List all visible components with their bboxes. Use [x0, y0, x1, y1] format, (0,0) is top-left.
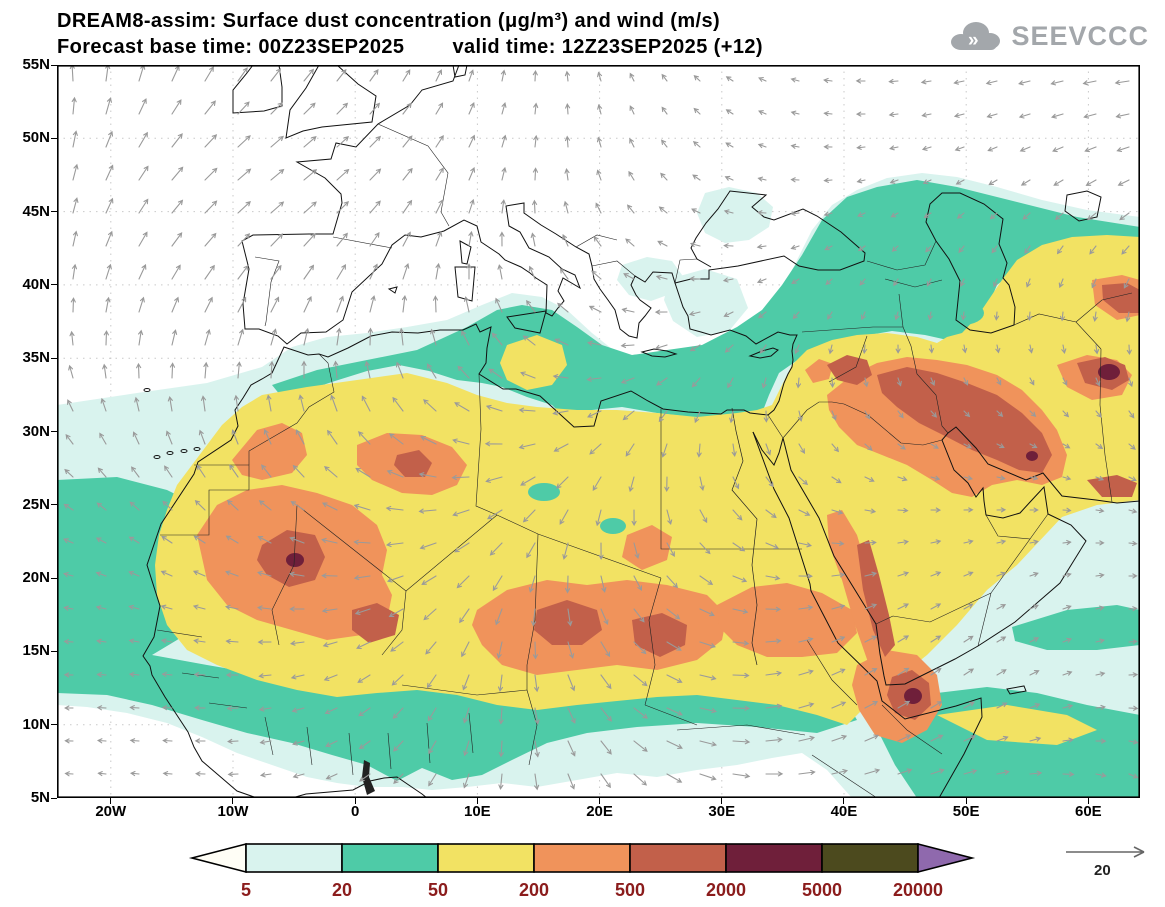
colorbar-segment	[245, 843, 343, 873]
lon-tick-label: 10E	[464, 803, 491, 820]
lon-tick-label: 50E	[952, 803, 980, 820]
axis-tick	[51, 431, 57, 432]
lon-tick-label: 10W	[217, 803, 249, 820]
logo-chevrons: »	[968, 30, 979, 51]
axis-tick	[476, 798, 478, 804]
colorbar-label: 5	[241, 880, 251, 900]
wind-vectors	[63, 63, 1139, 791]
wind-reference-value: 20	[1094, 862, 1111, 879]
lat-tick-label: 45N	[22, 202, 50, 220]
axis-tick	[51, 284, 57, 286]
axis-tick	[51, 577, 57, 579]
lat-tick-label: 20N	[22, 569, 50, 587]
page-title: DREAM8-assim: Surface dust concentration…	[57, 10, 721, 32]
axis-tick	[110, 798, 112, 804]
dust-fill-level-20	[57, 180, 1140, 798]
lat-tick-label: 25N	[22, 495, 50, 513]
dust-fill-level-50	[155, 235, 1140, 745]
axis-tick	[599, 798, 601, 804]
colorbar-label: 50	[428, 880, 448, 900]
colorbar-segment	[821, 843, 919, 873]
axis-tick	[51, 650, 57, 652]
axis-tick	[51, 724, 57, 726]
axis-tick	[965, 798, 967, 804]
lat-tick-label: 15N	[22, 642, 50, 660]
lat-tick-label: 35N	[22, 349, 50, 367]
colorbar-label: 20000	[893, 880, 943, 900]
axis-tick	[51, 211, 57, 213]
lat-tick-label: 10N	[22, 715, 50, 733]
colorbar-canvas: 5 20 50 200 500 2000 5000 20000	[188, 842, 976, 900]
dust-fill-level-500	[257, 283, 1140, 720]
lat-tick-label: 40N	[22, 275, 50, 293]
colorbar-segment	[437, 843, 535, 873]
lon-tick-label: 20E	[586, 803, 613, 820]
colorbar-label: 20	[332, 880, 352, 900]
base-time-label: Forecast base time: 00Z23SEP2025	[57, 36, 405, 58]
colorbar-segment	[341, 843, 439, 873]
colorbar-segment	[725, 843, 823, 873]
axis-tick	[51, 797, 57, 799]
colorbar-label: 500	[615, 880, 645, 900]
seevccc-logo: » SEEVCCC	[946, 18, 1149, 54]
dust-fill-level-2000	[286, 364, 1120, 704]
valid-time-label: valid time: 12Z23SEP2025 (+12)	[452, 36, 763, 58]
axis-tick	[843, 798, 845, 804]
colorbar: 5 20 50 200 500 2000 5000 20000	[184, 840, 984, 907]
map-area	[57, 63, 1141, 799]
axis-tick	[1087, 798, 1089, 804]
axis-tick	[51, 504, 57, 506]
axis-tick	[232, 798, 234, 804]
cloud-icon: »	[951, 22, 1001, 51]
dust-teal-spots	[528, 301, 984, 534]
wind-reference-arrow-icon	[1066, 846, 1145, 858]
nile-river	[731, 407, 758, 666]
colorbar-segment	[629, 843, 727, 873]
colorbar-label: 2000	[706, 880, 746, 900]
map-frame	[57, 65, 1141, 799]
axis-tick	[721, 798, 723, 804]
axis-tick	[51, 357, 57, 359]
dust-concentration-fills	[57, 173, 1140, 798]
wind-reference: 20	[1058, 836, 1162, 892]
colorbar-arrow-low	[188, 842, 247, 874]
lat-tick-label: 30N	[22, 422, 50, 440]
axis-tick	[354, 798, 356, 804]
coastlines	[142, 64, 1141, 799]
axis-tick	[51, 64, 57, 66]
forecast-times: Forecast base time: 00Z23SEP2025 valid ti…	[57, 34, 763, 60]
lat-tick-label: 5N	[30, 789, 50, 806]
title-block: DREAM8-assim: Surface dust concentration…	[57, 8, 763, 60]
lon-tick-label: 30E	[708, 803, 736, 820]
colorbar-label: 200	[519, 880, 549, 900]
axis-tick	[51, 137, 57, 139]
lat-tick-label: 50N	[22, 129, 50, 147]
colorbar-label: 5000	[802, 880, 842, 900]
country-borders	[156, 123, 1133, 799]
lat-tick-label: 55N	[22, 56, 50, 73]
lon-tick-label: 20W	[95, 803, 127, 820]
lon-tick-label: 60E	[1075, 803, 1102, 820]
map-canvas	[57, 63, 1141, 799]
colorbar-segment	[533, 843, 631, 873]
lon-tick-label: 40E	[830, 803, 858, 820]
logo-text: SEEVCCC	[1011, 20, 1149, 51]
colorbar-arrow-high	[917, 842, 976, 874]
lake-volta	[362, 760, 375, 795]
lon-tick-label: 0	[350, 803, 360, 820]
